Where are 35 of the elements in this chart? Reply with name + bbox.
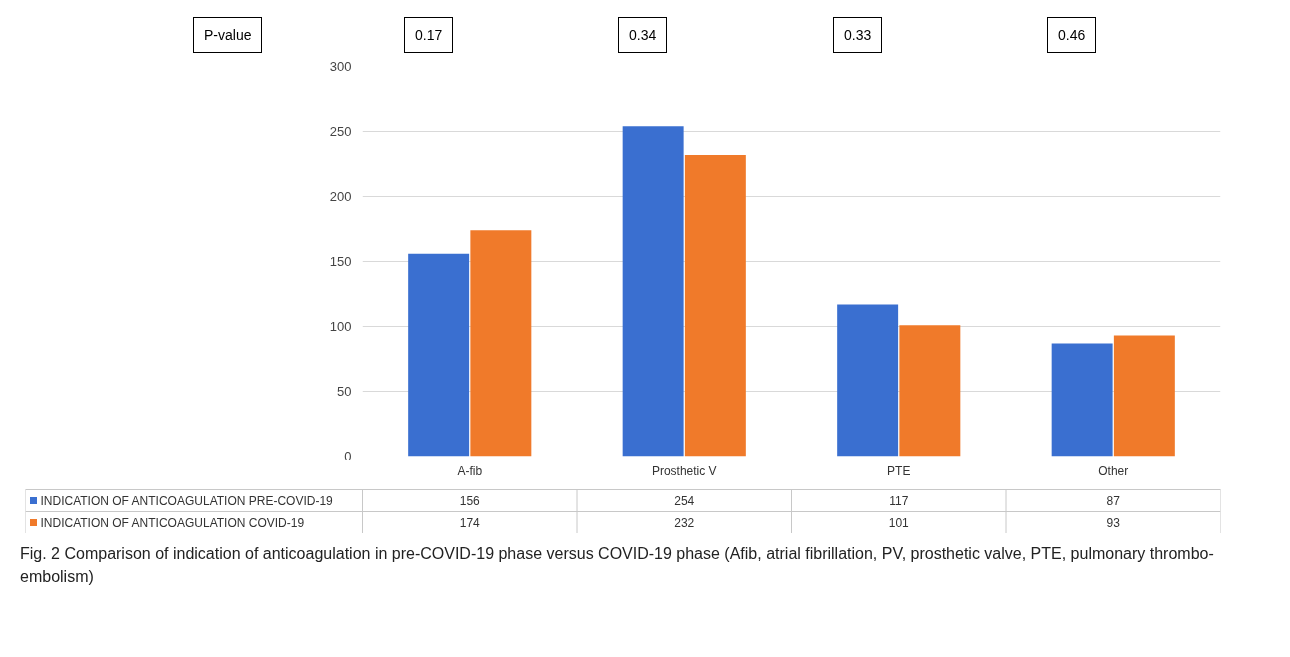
x-tick-label: PTE xyxy=(887,463,911,478)
bar xyxy=(684,154,746,457)
bar xyxy=(470,230,532,457)
data-label: 117 xyxy=(889,494,909,508)
text: P-value xyxy=(193,17,263,53)
legend-label: INDICATION OF ANTICOAGULATION COVID-19 xyxy=(40,515,305,530)
data-label: 232 xyxy=(674,516,695,530)
data-label: 101 xyxy=(888,516,910,530)
y-tick-label: 100 xyxy=(329,319,352,334)
data-label: 87 xyxy=(1106,494,1121,508)
x-tick-label: A-fib xyxy=(457,463,483,478)
bar xyxy=(622,126,684,457)
y-tick-label: 200 xyxy=(329,189,352,204)
bar xyxy=(1113,335,1175,457)
data-label: 93 xyxy=(1106,516,1121,530)
bar xyxy=(899,325,961,457)
x-tick-label: Prosthetic V xyxy=(651,463,717,478)
bar xyxy=(837,304,899,457)
text: 0.34 xyxy=(618,17,668,53)
bar xyxy=(1051,343,1113,457)
data-label: 174 xyxy=(459,516,481,530)
caption: Fig. 2 Comparison of indication of anticoagulation in pre-COVID-19 phase versus COVID-19 phase (Afib, atrial fibrillation, PV, prosthetic valve, PTE, pulmonary thrombo-embolism) xyxy=(20,544,1215,587)
bar xyxy=(408,253,470,457)
data-label: 156 xyxy=(459,494,481,508)
y-tick-label: 150 xyxy=(329,254,352,269)
text: 0.17 xyxy=(404,17,454,53)
y-tick-label: 300 xyxy=(329,59,352,74)
y-tick-label: 50 xyxy=(337,384,352,399)
x-tick-label: Other xyxy=(1098,463,1129,478)
y-tick-label: 0 xyxy=(344,448,352,464)
data-label: 254 xyxy=(674,494,695,508)
text: 0.46 xyxy=(1047,17,1097,53)
text: 0.33 xyxy=(833,17,883,53)
y-tick-label: 250 xyxy=(329,124,352,139)
legend-label: INDICATION OF ANTICOAGULATION PRE-COVID-19 xyxy=(40,493,334,508)
